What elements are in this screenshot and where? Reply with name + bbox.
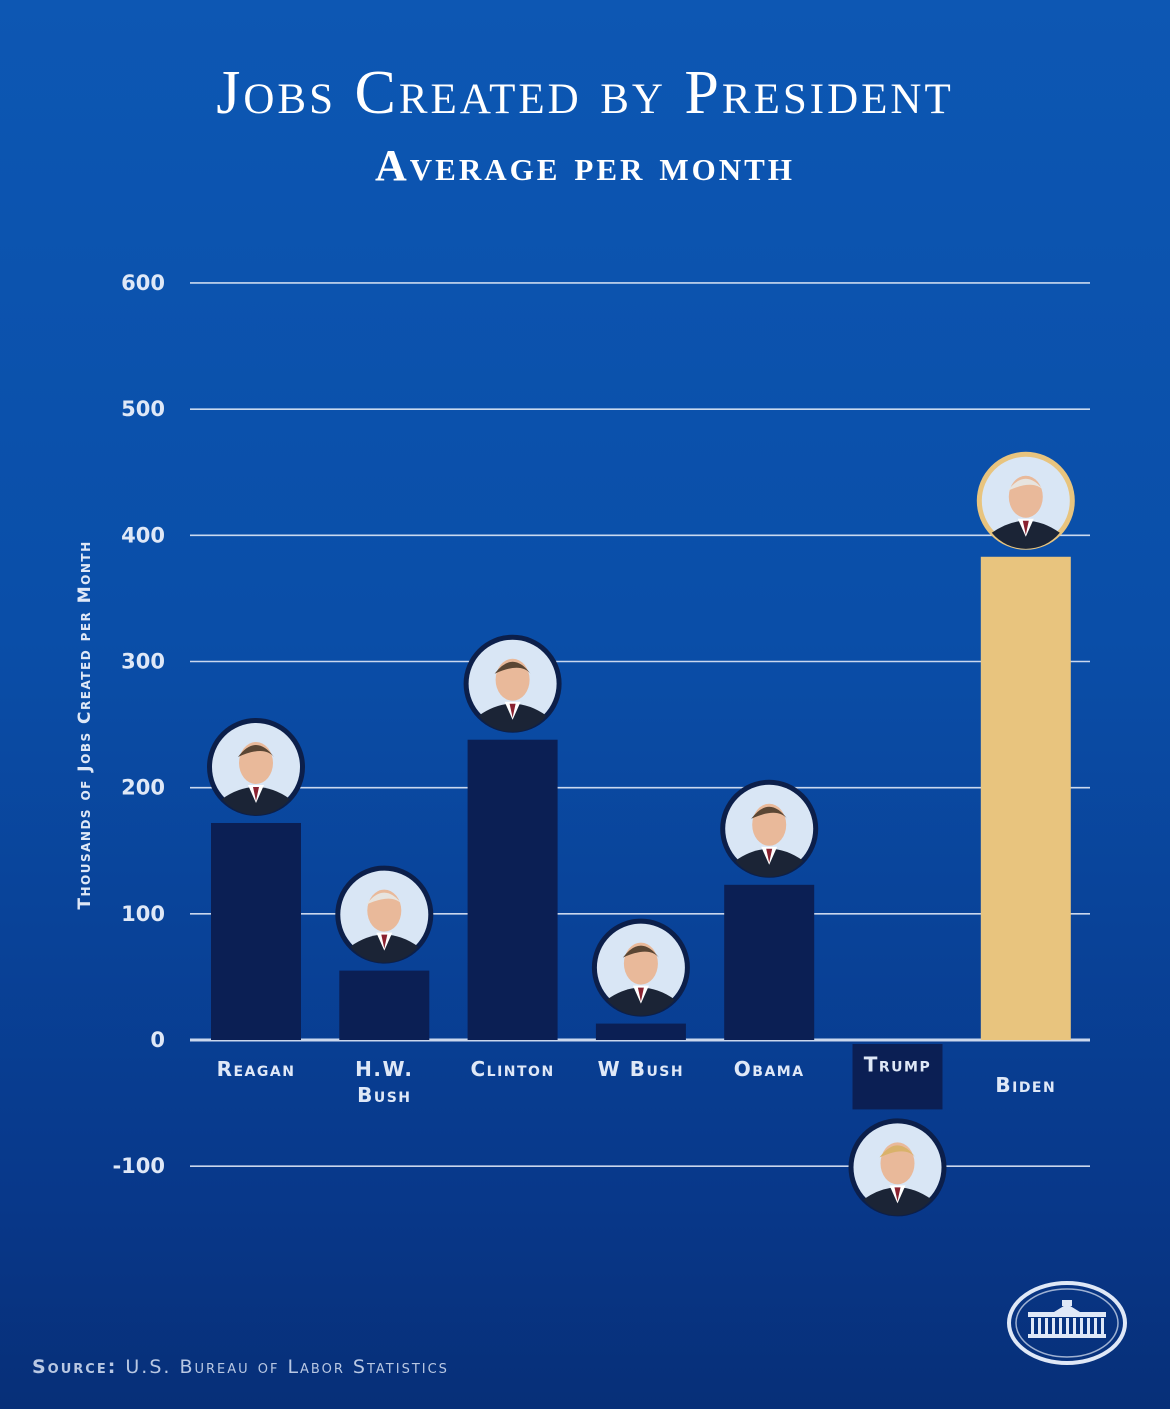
trump-portrait-icon	[848, 1118, 947, 1217]
y-tick-label: -100	[112, 1154, 165, 1178]
category-label: W Bush	[598, 1057, 684, 1081]
bar-w-bush	[595, 1023, 686, 1040]
chart-subtitle: Average per month	[375, 141, 795, 190]
chart-title: Jobs Created by President	[216, 59, 954, 127]
hw-bush-portrait-icon	[335, 865, 434, 964]
y-axis-label: Thousands of Jobs Created per Month	[75, 540, 95, 909]
source-label: Source:	[32, 1356, 118, 1378]
white-house-icon	[1007, 1281, 1127, 1365]
category-label: Trump	[864, 1053, 931, 1077]
bar-clinton	[467, 739, 558, 1040]
bar-h-w-bush	[339, 970, 430, 1040]
w-bush-portrait-icon	[591, 918, 690, 1017]
reagan-portrait-icon	[207, 717, 305, 816]
bar-biden	[980, 556, 1071, 1040]
biden-portrait-icon	[976, 451, 1075, 550]
category-label: Biden	[995, 1073, 1056, 1097]
category-label: Clinton	[470, 1057, 554, 1081]
y-tick-label: 100	[121, 902, 165, 926]
y-tick-label: 300	[121, 649, 165, 673]
bar-reagan	[211, 822, 301, 1040]
clinton-portrait-icon	[463, 634, 562, 733]
category-label: Reagan	[217, 1057, 296, 1081]
obama-portrait-icon	[720, 779, 819, 878]
y-tick-label: 600	[121, 271, 165, 295]
category-label: Obama	[734, 1057, 805, 1081]
y-tick-label: 0	[150, 1028, 165, 1052]
bar-obama	[724, 884, 815, 1040]
source-note: Source: U.S. Bureau of Labor Statistics	[32, 1356, 449, 1378]
source-text: U.S. Bureau of Labor Statistics	[125, 1356, 449, 1378]
bar-trump	[852, 1044, 943, 1110]
category-label: H.W.	[355, 1057, 413, 1081]
y-tick-label: 200	[121, 776, 165, 800]
y-tick-label: 400	[121, 523, 165, 547]
category-label: Bush	[357, 1083, 411, 1107]
y-tick-label: 500	[121, 397, 165, 421]
